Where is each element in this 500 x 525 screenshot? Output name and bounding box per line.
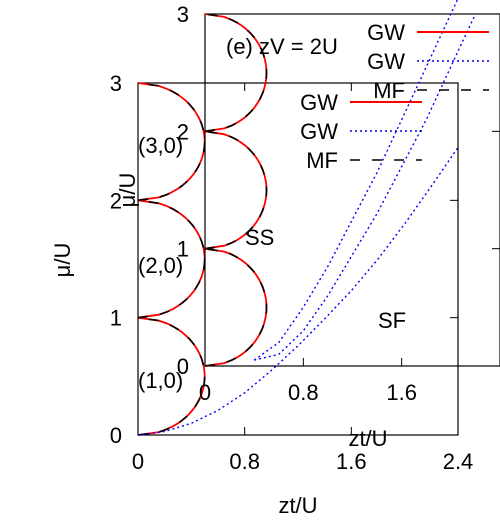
y-tick-label: 3 xyxy=(110,71,122,96)
legend-label: GW xyxy=(367,20,405,45)
series-line-dotted xyxy=(254,13,477,361)
x-tick-label: 0 xyxy=(132,449,144,474)
y-tick-label: 1 xyxy=(110,306,122,331)
legend-label: GW xyxy=(300,119,338,144)
region-label: (3,0) xyxy=(138,133,183,158)
main-panel: 0 0.8 1.6 2.4 0 1 2 3 (1,0) (2,0) (3,0) zt/U μ/U GW GW… xyxy=(50,71,473,518)
panel-title: (e) zV = 2U xyxy=(226,34,338,59)
plot-frame xyxy=(137,82,459,436)
region-label: SF xyxy=(378,308,406,333)
plot-frame xyxy=(204,13,500,367)
region-label: (2,0) xyxy=(138,253,183,278)
x-tick-label: 2.4 xyxy=(443,449,474,474)
y-axis-label: μ/U xyxy=(115,173,140,208)
lobe-boundary-solid xyxy=(204,247,268,367)
y-tick-label: 1 xyxy=(177,237,189,262)
region-label: SS xyxy=(245,225,274,250)
y-axis-label: μ/U xyxy=(50,243,75,278)
x-tick-label: 0 xyxy=(199,380,211,405)
legend-label: GW xyxy=(367,49,405,74)
x-tick-label: 0.8 xyxy=(229,449,260,474)
x-axis-label: zt/U xyxy=(278,493,317,518)
x-tick-label: 1.6 xyxy=(336,449,367,474)
lobe-boundary-dashed xyxy=(204,130,268,250)
inset-panel: 0 0.8 1.6 0 1 2 3 SS SF zt/U μ/U (e) zV = 2U GW GW MF xyxy=(115,0,500,451)
region-label: (1,0) xyxy=(138,368,183,393)
y-tick-label: 0 xyxy=(177,354,189,379)
lobe-boundary-dashed xyxy=(204,247,268,367)
y-tick-label: 0 xyxy=(110,423,122,448)
x-tick-label: 1.6 xyxy=(386,380,417,405)
x-axis-label: zt/U xyxy=(348,426,387,451)
lobe-boundary-solid xyxy=(137,316,206,436)
y-tick-label: 2 xyxy=(110,188,122,213)
legend-label: MF xyxy=(373,78,405,103)
x-tick-label: 0.8 xyxy=(288,380,319,405)
legend-label: MF xyxy=(306,148,338,173)
legend-label: GW xyxy=(300,90,338,115)
lobe-boundary-dashed xyxy=(204,13,268,133)
y-tick-label: 2 xyxy=(177,119,189,144)
y-tick-label: 3 xyxy=(177,2,189,27)
series-line-dotted xyxy=(253,0,459,361)
lobe-boundary-solid xyxy=(204,13,268,133)
